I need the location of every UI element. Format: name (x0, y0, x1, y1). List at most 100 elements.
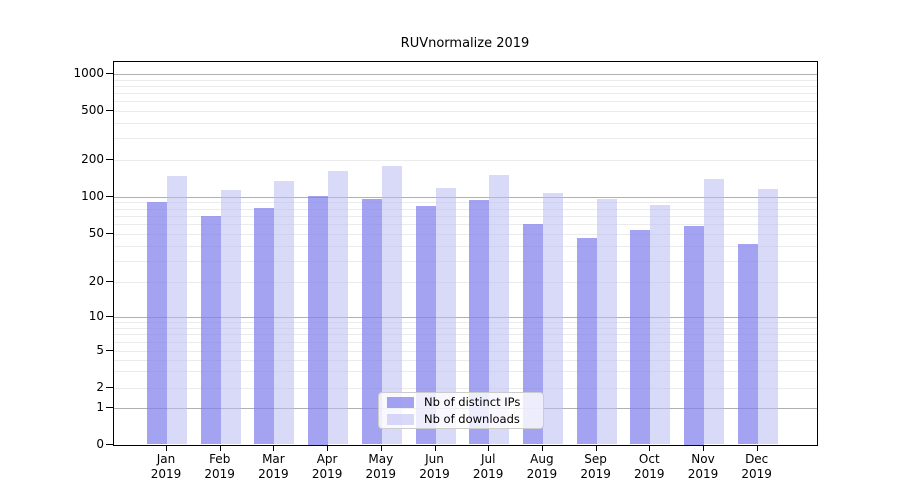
x-tick-label-dec: Dec 2019 (741, 452, 772, 481)
x-tick-mark-feb (219, 445, 221, 451)
bar-may-downloads (381, 166, 402, 445)
x-tick-label-jan: Jan 2019 (150, 452, 182, 481)
x-tick-label-nov: Nov 2019 (687, 452, 719, 481)
y-tick-mark-20 (106, 281, 113, 282)
x-tick-mark-sep (595, 445, 597, 451)
bar-apr-distinct-ips (308, 196, 329, 445)
bar-aug-distinct-ips (522, 224, 543, 445)
y-tick-label-5: 5 (96, 342, 104, 357)
y-tick-mark-50 (106, 233, 113, 234)
gridline-minor-50 (114, 234, 817, 235)
gridline-major-100 (114, 196, 817, 198)
x-tick-label-jun: Jun 2019 (419, 452, 450, 481)
bar-jun-distinct-ips (415, 205, 436, 445)
y-tick-mark-5 (106, 349, 113, 351)
legend-swatch-distinct-ips (387, 396, 414, 408)
gridline-minor-3 (114, 371, 817, 373)
bar-jul-downloads (489, 175, 510, 445)
gridline-minor-8 (114, 327, 817, 329)
bar-feb-distinct-ips (200, 215, 221, 445)
bar-feb-downloads (220, 190, 241, 445)
y-tick-label-50: 50 (88, 226, 104, 240)
gridline-minor-900 (114, 79, 817, 81)
gridline-minor-60 (114, 224, 817, 226)
gridline-minor-20 (114, 282, 817, 283)
bar-dec-downloads (757, 188, 778, 445)
plot-area (113, 61, 818, 446)
bar-sep-distinct-ips (576, 238, 597, 445)
chart-title: RUVnormalize 2019 (400, 36, 530, 51)
gridline-minor-80 (114, 208, 817, 210)
gridline-minor-70 (114, 215, 817, 217)
gridline-major-10 (114, 317, 817, 318)
x-tick-mark-oct (649, 445, 651, 451)
x-tick-mark-mar (273, 445, 275, 451)
y-tick-mark-10 (106, 316, 113, 317)
legend-label-downloads: Nb of downloads (424, 412, 520, 426)
x-tick-label-sep: Sep 2019 (580, 452, 611, 481)
y-tick-mark-500 (106, 110, 113, 111)
x-tick-mark-may (380, 445, 382, 451)
y-tick-label-2: 2 (96, 379, 104, 394)
x-tick-label-oct: Oct 2019 (634, 452, 665, 481)
y-tick-label-500: 500 (81, 103, 104, 117)
bar-nov-distinct-ips (684, 226, 704, 445)
x-tick-label-may: May 2019 (365, 452, 397, 481)
bar-jan-distinct-ips (147, 202, 167, 445)
x-tick-mark-apr (327, 445, 329, 451)
y-tick-mark-100 (106, 195, 113, 197)
x-tick-mark-jan (166, 445, 167, 451)
gridline-minor-6 (114, 341, 817, 343)
legend-item-downloads: Nb of downloads (387, 412, 543, 426)
x-tick-label-feb: Feb 2019 (204, 452, 235, 481)
bar-oct-downloads (650, 204, 671, 445)
bar-mar-downloads (274, 181, 295, 445)
gridline-minor-7 (114, 334, 817, 336)
y-tick-label-10: 10 (88, 309, 104, 323)
gridline-minor-4 (114, 359, 817, 361)
gridline-minor-200 (114, 160, 817, 161)
y-tick-label-20: 20 (88, 274, 104, 288)
x-tick-mark-aug (541, 445, 543, 451)
legend-swatch-downloads (387, 413, 414, 425)
x-tick-mark-dec (756, 445, 758, 451)
bar-jan-downloads (167, 175, 187, 445)
gridline-minor-90 (114, 202, 817, 204)
y-tick-mark-2 (106, 386, 113, 388)
x-tick-label-aug: Aug 2019 (526, 452, 558, 481)
bar-may-distinct-ips (361, 199, 382, 445)
gridline-minor-800 (114, 85, 817, 87)
legend-item-distinct-ips: Nb of distinct IPs (387, 395, 543, 409)
gridline-minor-700 (114, 93, 817, 94)
y-tick-mark-1 (106, 406, 113, 408)
y-tick-mark-200 (106, 159, 113, 160)
bar-mar-distinct-ips (254, 207, 275, 445)
gridline-minor-40 (114, 245, 817, 247)
bar-nov-downloads (704, 178, 724, 445)
bar-dec-distinct-ips (737, 244, 758, 445)
legend-label-distinct-ips: Nb of distinct IPs (424, 395, 521, 409)
y-tick-mark-1000 (106, 73, 113, 74)
x-tick-mark-jun (434, 445, 436, 451)
gridline-minor-5 (114, 350, 817, 352)
bar-apr-downloads (328, 170, 349, 445)
gridline-minor-30 (114, 260, 817, 262)
bar-sep-downloads (596, 199, 617, 445)
x-tick-label-mar: Mar 2019 (258, 452, 289, 481)
x-tick-label-apr: Apr 2019 (311, 452, 343, 481)
gridline-minor-500 (114, 111, 817, 112)
gridline-major-1000 (114, 74, 817, 75)
y-tick-label-100: 100 (81, 188, 104, 203)
y-tick-label-1: 1 (96, 399, 104, 414)
y-tick-label-200: 200 (81, 152, 104, 166)
x-tick-mark-nov (703, 445, 704, 451)
gridline-minor-400 (114, 122, 817, 124)
y-tick-label-1000: 1000 (73, 66, 104, 80)
bar-aug-downloads (542, 192, 563, 445)
gridline-minor-600 (114, 101, 817, 103)
bar-jun-downloads (435, 187, 456, 445)
gridline-minor-300 (114, 138, 817, 140)
bar-jul-distinct-ips (469, 199, 490, 445)
gridline-minor-9 (114, 322, 817, 324)
